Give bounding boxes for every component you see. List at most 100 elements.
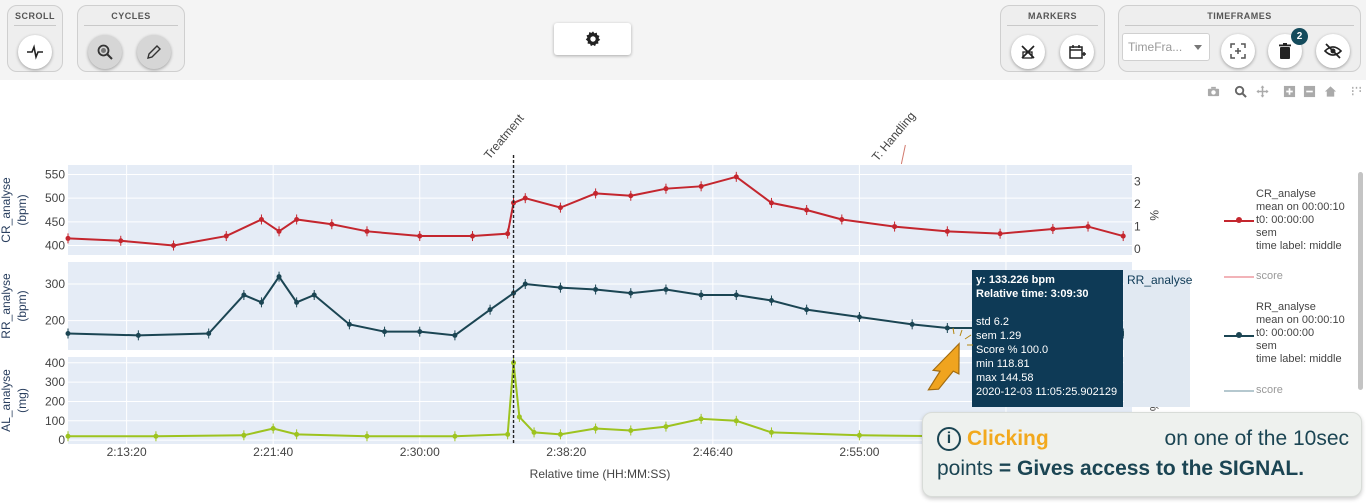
data-point[interactable] xyxy=(505,228,511,239)
data-point[interactable] xyxy=(804,205,810,215)
data-point[interactable] xyxy=(329,219,335,230)
data-point[interactable] xyxy=(382,326,388,337)
data-point[interactable] xyxy=(663,421,669,432)
spike-lines-icon[interactable] xyxy=(1349,84,1363,98)
zoom-icon[interactable] xyxy=(1233,84,1247,98)
legend-rr-score[interactable]: score xyxy=(1256,384,1283,396)
data-point[interactable] xyxy=(698,181,704,192)
cycles-zoom-button[interactable] xyxy=(88,35,122,69)
data-point[interactable] xyxy=(768,197,774,208)
x-tick-label: 2:46:40 xyxy=(693,445,733,459)
data-point[interactable] xyxy=(258,214,264,225)
data-point[interactable] xyxy=(522,279,528,289)
bracket-select-icon xyxy=(1230,43,1246,59)
data-point[interactable] xyxy=(294,429,300,440)
data-point[interactable] xyxy=(944,323,950,333)
data-point[interactable] xyxy=(276,271,282,282)
data-point[interactable] xyxy=(311,290,317,300)
pan-icon[interactable] xyxy=(1255,84,1269,98)
legend-rr-score-line[interactable] xyxy=(1224,390,1254,392)
data-point[interactable] xyxy=(997,228,1003,239)
data-point[interactable] xyxy=(663,183,669,194)
data-point[interactable] xyxy=(364,226,370,237)
settings-button[interactable] xyxy=(554,23,631,55)
y-tick-label: 550 xyxy=(45,167,65,181)
data-point[interactable] xyxy=(698,413,704,424)
legend-cr-score-line[interactable] xyxy=(1224,276,1254,278)
data-point[interactable] xyxy=(522,193,528,204)
data-point[interactable] xyxy=(487,304,493,315)
data-point[interactable] xyxy=(944,226,950,237)
data-point[interactable] xyxy=(258,297,264,308)
data-point[interactable] xyxy=(452,330,458,341)
data-point[interactable] xyxy=(628,288,634,299)
legend-cr-score[interactable]: score xyxy=(1256,270,1283,282)
data-point[interactable] xyxy=(804,304,810,315)
scroll-group: SCROLL xyxy=(7,5,63,72)
data-point[interactable] xyxy=(856,312,862,322)
data-point[interactable] xyxy=(593,284,599,295)
camera-icon[interactable] xyxy=(1206,84,1220,98)
data-point[interactable] xyxy=(241,290,247,300)
data-point[interactable] xyxy=(241,430,247,441)
data-point[interactable] xyxy=(909,319,915,330)
home-icon[interactable] xyxy=(1323,84,1337,98)
timeframe-hide-button[interactable] xyxy=(1316,34,1350,68)
add-marker-button[interactable] xyxy=(1060,35,1094,69)
data-point[interactable] xyxy=(768,295,774,306)
data-point[interactable] xyxy=(557,202,563,213)
scroll-button[interactable] xyxy=(18,35,52,69)
cycles-edit-button[interactable] xyxy=(137,35,171,69)
data-point[interactable] xyxy=(469,231,475,242)
remove-marker-button[interactable] xyxy=(1011,35,1045,69)
legend-rr[interactable]: RR_analyse mean on 00:00:10 t0: 00:00:00… xyxy=(1256,301,1345,366)
data-point[interactable] xyxy=(171,240,177,251)
data-point[interactable] xyxy=(417,326,423,337)
data-point[interactable] xyxy=(65,328,71,339)
data-point[interactable] xyxy=(768,427,774,438)
legend-scrollbar[interactable] xyxy=(1358,172,1363,390)
data-point[interactable] xyxy=(593,188,599,199)
data-point[interactable] xyxy=(65,431,71,442)
data-point[interactable] xyxy=(1050,223,1056,234)
info-line-1: i Clicking on one of the 10sec xyxy=(937,425,1349,453)
data-point[interactable] xyxy=(223,231,229,242)
data-point[interactable] xyxy=(663,284,669,295)
data-point[interactable] xyxy=(118,235,124,246)
data-point[interactable] xyxy=(206,328,212,339)
timeframe-select[interactable]: TimeFra... xyxy=(1122,33,1210,61)
data-point[interactable] xyxy=(856,430,862,441)
data-point[interactable] xyxy=(1120,231,1126,242)
data-point[interactable] xyxy=(733,415,739,426)
zoom-out-icon[interactable] xyxy=(1302,84,1316,98)
data-point[interactable] xyxy=(892,221,898,232)
data-point[interactable] xyxy=(733,290,739,300)
data-point[interactable] xyxy=(628,425,634,436)
zoom-in-icon[interactable] xyxy=(1282,84,1296,98)
data-point[interactable] xyxy=(270,423,276,434)
data-point[interactable] xyxy=(698,290,704,300)
data-point[interactable] xyxy=(452,431,458,442)
data-point[interactable] xyxy=(733,171,739,182)
data-point[interactable] xyxy=(531,427,537,438)
timeframe-select-button[interactable] xyxy=(1221,34,1255,68)
legend-cr[interactable]: CR_analyse mean on 00:00:10 t0: 00:00:00… xyxy=(1256,188,1345,253)
data-point[interactable] xyxy=(276,226,282,237)
data-point[interactable] xyxy=(294,297,300,308)
data-point[interactable] xyxy=(505,429,511,440)
data-point[interactable] xyxy=(1085,221,1091,232)
click-cursor-icon xyxy=(927,327,973,391)
data-point[interactable] xyxy=(346,319,352,330)
data-point[interactable] xyxy=(628,190,634,201)
data-point[interactable] xyxy=(294,214,300,225)
data-point[interactable] xyxy=(516,411,522,422)
data-point[interactable] xyxy=(417,231,423,242)
data-point[interactable] xyxy=(65,233,71,244)
data-point[interactable] xyxy=(839,214,845,225)
data-point[interactable] xyxy=(557,429,563,440)
data-point[interactable] xyxy=(153,431,159,442)
data-point[interactable] xyxy=(557,282,563,293)
data-point[interactable] xyxy=(135,330,141,341)
data-point[interactable] xyxy=(364,431,370,442)
data-point[interactable] xyxy=(593,423,599,434)
